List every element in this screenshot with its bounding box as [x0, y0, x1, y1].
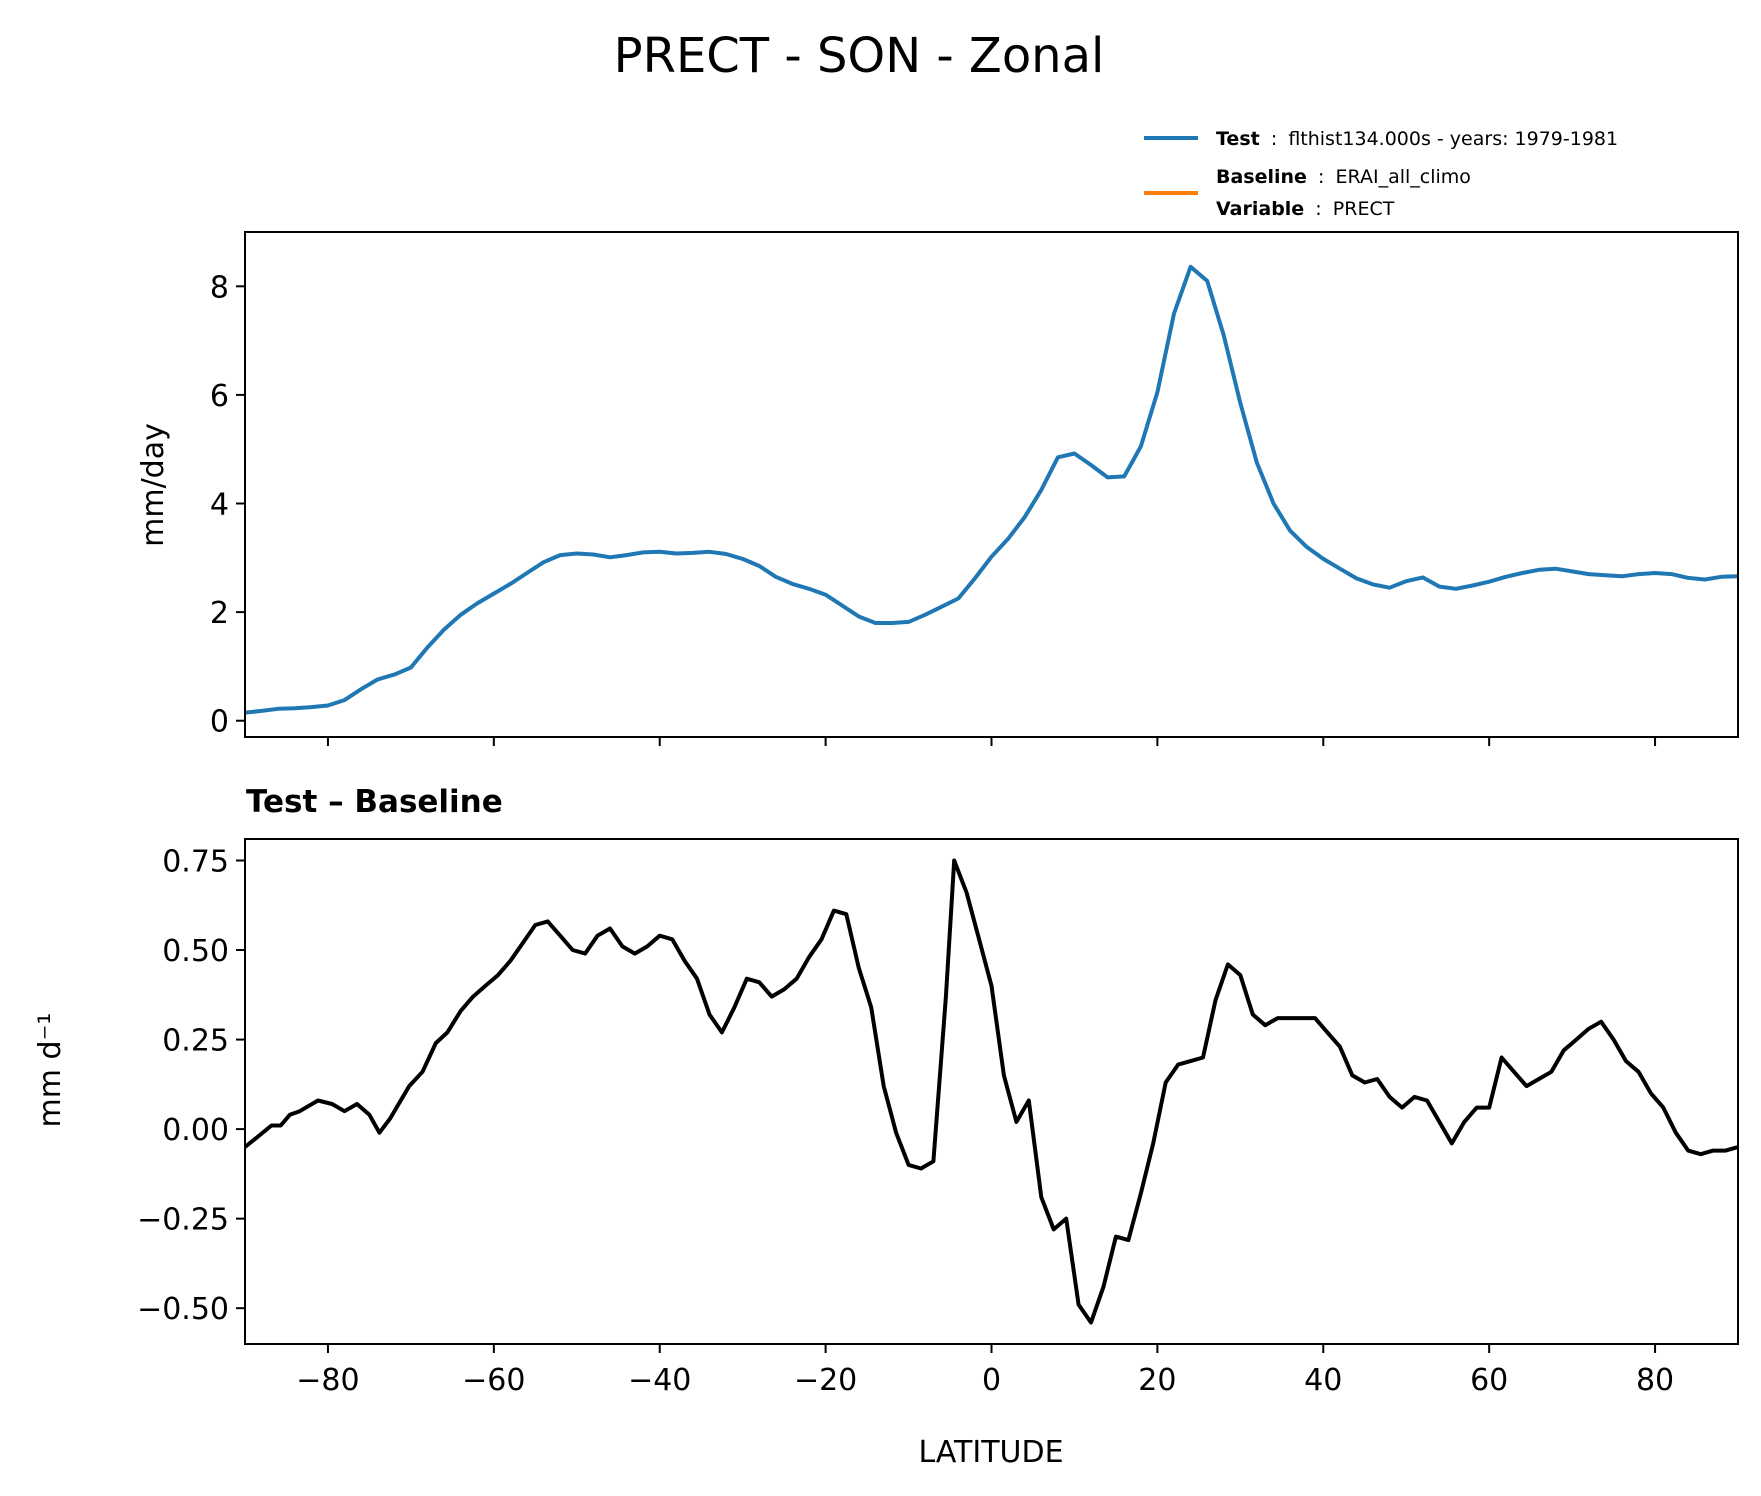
bottom-panel-series: [245, 858, 1738, 1325]
y-tick-label: −0.25: [137, 1203, 229, 1238]
x-tick-label: 60: [1470, 1363, 1508, 1398]
y-tick-label: 2: [210, 596, 229, 631]
legend-baseline-value: ERAI_all_climo: [1336, 166, 1471, 188]
bottom-panel-xlabel: LATITUDE: [918, 1435, 1063, 1470]
bottom-panel-title: Test – Baseline: [246, 784, 503, 820]
figure-title: PRECT - SON - Zonal: [614, 28, 1105, 84]
y-tick-label: 0: [210, 705, 229, 740]
difference-series-line: [245, 858, 1738, 1325]
top-panel-ylabel: mm/day: [136, 423, 171, 547]
x-tick-label: 0: [982, 1363, 1001, 1398]
top-panel-ticks: 0 2 4 6 8: [210, 270, 1657, 746]
legend-test-value: flthist134.000s - years: 1979-1981: [1288, 128, 1618, 150]
y-tick-label: 6: [210, 379, 229, 414]
legend-baseline-entry: Baseline : ERAI_all_climo: [1216, 166, 1471, 188]
y-tick-label: −0.50: [137, 1292, 229, 1327]
legend-variable-key: Variable: [1216, 198, 1304, 220]
top-panel-series: [245, 264, 1738, 715]
y-tick-label: 0.50: [162, 934, 229, 969]
y-tick-label: 0.75: [162, 844, 229, 879]
test-series-line: [245, 264, 1738, 715]
legend-baseline-key: Baseline: [1216, 166, 1307, 188]
x-tick-label: 80: [1636, 1363, 1674, 1398]
y-tick-label: 0.00: [162, 1113, 229, 1148]
legend-variable-entry: Variable : PRECT: [1216, 198, 1395, 220]
legend-test-entry: Test : flthist134.000s - years: 1979-198…: [1216, 128, 1618, 150]
legend-variable-sep: :: [1315, 198, 1321, 220]
y-tick-label: 0.25: [162, 1024, 229, 1059]
x-tick-label: 40: [1304, 1363, 1342, 1398]
x-tick-label: 20: [1138, 1363, 1176, 1398]
legend-variable-value: PRECT: [1333, 198, 1395, 220]
top-panel: 0 2 4 6 8 mm/day: [136, 231, 1739, 746]
legend-baseline-sep: :: [1318, 166, 1324, 188]
y-tick-label: 4: [210, 488, 229, 523]
x-tick-label: −60: [462, 1363, 525, 1398]
bottom-panel-frame: [244, 838, 1739, 1345]
bottom-panel-ylabel: mm d⁻¹: [33, 1013, 68, 1128]
bottom-panel-ticks: −80 −60 −40 −20 0 20 40 60 80 0.75 0.50 0.25 0.00 −0.…: [137, 844, 1674, 1398]
x-tick-label: −80: [296, 1363, 359, 1398]
top-panel-frame: [244, 231, 1739, 738]
x-tick-label: −20: [794, 1363, 857, 1398]
legend-test-sep: :: [1271, 128, 1277, 150]
legend: Test : flthist134.000s - years: 1979-198…: [1144, 128, 1618, 220]
legend-test-key: Test: [1216, 128, 1260, 150]
y-tick-label: 8: [210, 270, 229, 305]
x-tick-label: −40: [628, 1363, 691, 1398]
bottom-panel: Test – Baseline −80 −60 −40 −20 0 20 40 60 80 0.7…: [33, 784, 1739, 1470]
